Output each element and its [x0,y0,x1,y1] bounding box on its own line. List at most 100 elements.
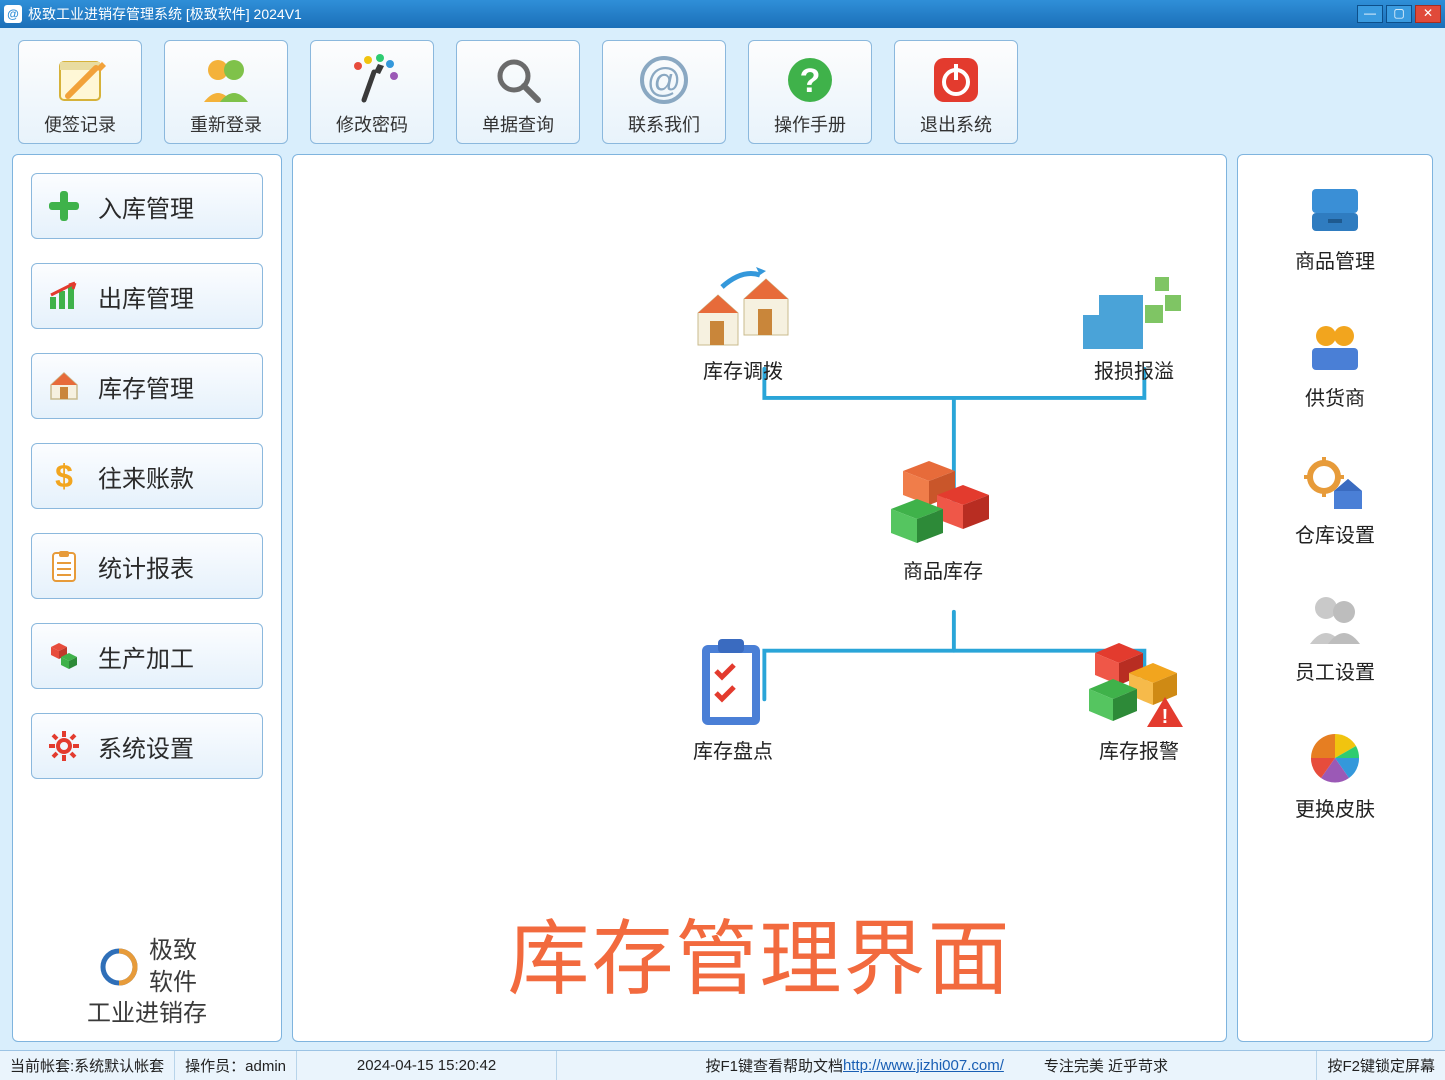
node-overflow[interactable]: 报损报溢 [1079,265,1189,384]
main-toolbar: 便签记录 重新登录 修改密码 单据查询 @ 联系我们 ? 操作手册 退出系统 [0,28,1445,154]
main-area: 入库管理 出库管理 库存管理 $ 往来账款 统计报表 生产加工 系统设置 [0,154,1445,1050]
brand-line2: 工业进销存 [31,998,263,1029]
toolbar-exit-label: 退出系统 [920,111,992,137]
toolbar-help[interactable]: ? 操作手册 [748,40,872,144]
toolbar-note-label: 便签记录 [44,111,116,137]
cubes-icon [46,638,82,674]
power-icon [928,49,984,111]
suppliers-icon [1304,316,1366,378]
toolbar-exit[interactable]: 退出系统 [894,40,1018,144]
nav-reports[interactable]: 统计报表 [31,533,263,599]
warehouse-icon [1304,453,1366,515]
svg-text:@: @ [647,62,682,100]
brand-line1a: 极致 [149,935,197,966]
contact-icon: @ [636,49,692,111]
quick-product[interactable]: 商品管理 [1295,179,1375,274]
relogin-icon [198,49,254,111]
quick-warehouse[interactable]: 仓库设置 [1295,453,1375,548]
toolbar-contact[interactable]: @ 联系我们 [602,40,726,144]
toolbar-note[interactable]: 便签记录 [18,40,142,144]
quick-warehouse-label: 仓库设置 [1295,519,1375,548]
status-help-link[interactable]: http://www.jizhi007.com/ [843,1057,1004,1074]
page-caption: 库存管理界面 [293,892,1226,1011]
houses-swap-icon [688,265,798,355]
toolbar-password-label: 修改密码 [336,111,408,137]
svg-text:$: $ [55,459,73,493]
toolbar-relogin-label: 重新登录 [190,111,262,137]
skin-icon [1304,727,1366,789]
brand-logo-icon [97,945,141,989]
nav-inventory-label: 库存管理 [98,369,194,404]
nav-settings[interactable]: 系统设置 [31,713,263,779]
quick-staff[interactable]: 员工设置 [1295,590,1375,685]
boxes-icon [883,465,1003,555]
center-panel: 库存调拨 报损报溢 商品库存 库存盘点 [292,154,1227,1042]
node-check[interactable]: 库存盘点 [688,645,778,764]
note-icon [52,49,108,111]
status-help-prefix: 按F1键查看帮助文档 [705,1055,843,1076]
node-overflow-label: 报损报溢 [1079,355,1189,384]
status-bar: 当前帐套:系统默认帐套 操作员：admin 2024-04-15 15:20:4… [0,1050,1445,1080]
boxes-alarm-icon: ! [1079,645,1199,735]
toolbar-relogin[interactable]: 重新登录 [164,40,288,144]
nav-outbound[interactable]: 出库管理 [31,263,263,329]
password-icon [344,49,400,111]
chart-up-icon [46,278,82,314]
staff-icon [1304,590,1366,652]
report-icon [46,548,82,584]
clipboard-check-icon [688,645,778,735]
status-datetime: 2024-04-15 15:20:42 [297,1051,557,1080]
node-transfer-label: 库存调拨 [688,355,798,384]
node-stock-label: 商品库存 [883,555,1003,584]
brand-line1b: 软件 [149,967,197,998]
svg-text:!: ! [1162,706,1169,728]
nav-settings-label: 系统设置 [98,729,194,764]
toolbar-password[interactable]: 修改密码 [310,40,434,144]
toolbar-search[interactable]: 单据查询 [456,40,580,144]
status-help: 按F1键查看帮助文档 http://www.jizhi007.com/ 专注完美… [557,1051,1317,1080]
quick-product-label: 商品管理 [1295,245,1375,274]
plus-green-icon [46,188,82,224]
status-slogan: 专注完美 近乎苛求 [1044,1055,1168,1076]
containers-icon [1079,265,1189,355]
left-nav-panel: 入库管理 出库管理 库存管理 $ 往来账款 统计报表 生产加工 系统设置 [12,154,282,1042]
status-lock: 按F2键锁定屏幕 [1317,1051,1445,1080]
window-title: 极致工业进销存管理系统 [极致软件] 2024V1 [28,4,1354,24]
brand-block: 极致 软件 工业进销存 [31,935,263,1029]
quick-staff-label: 员工设置 [1295,656,1375,685]
node-stock[interactable]: 商品库存 [883,465,1003,584]
search-icon [490,49,546,111]
node-alarm[interactable]: ! 库存报警 [1079,645,1199,764]
right-panel: 商品管理 供货商 仓库设置 员工设置 更换皮肤 [1237,154,1433,1042]
quick-supplier[interactable]: 供货商 [1304,316,1366,411]
node-transfer[interactable]: 库存调拨 [688,265,798,384]
inventory-diagram: 库存调拨 报损报溢 商品库存 库存盘点 [293,155,1226,1041]
titlebar: @ 极致工业进销存管理系统 [极致软件] 2024V1 — ▢ ✕ [0,0,1445,28]
quick-supplier-label: 供货商 [1305,382,1365,411]
svg-text:?: ? [800,62,821,100]
node-check-label: 库存盘点 [688,735,778,764]
nav-inbound-label: 入库管理 [98,189,194,224]
nav-production-label: 生产加工 [98,639,194,674]
node-alarm-label: 库存报警 [1079,735,1199,764]
help-icon: ? [782,49,838,111]
nav-inventory[interactable]: 库存管理 [31,353,263,419]
app-icon: @ [4,5,22,23]
minimize-button[interactable]: — [1357,5,1383,23]
toolbar-contact-label: 联系我们 [628,111,700,137]
close-button[interactable]: ✕ [1415,5,1441,23]
house-icon [46,368,82,404]
nav-accounts[interactable]: $ 往来账款 [31,443,263,509]
status-operator: 操作员：admin [175,1051,297,1080]
dollar-icon: $ [46,458,82,494]
toolbar-help-label: 操作手册 [774,111,846,137]
nav-reports-label: 统计报表 [98,549,194,584]
nav-production[interactable]: 生产加工 [31,623,263,689]
status-account: 当前帐套:系统默认帐套 [0,1051,175,1080]
gear-icon [46,728,82,764]
nav-outbound-label: 出库管理 [98,279,194,314]
nav-inbound[interactable]: 入库管理 [31,173,263,239]
maximize-button[interactable]: ▢ [1386,5,1412,23]
quick-skin-label: 更换皮肤 [1295,793,1375,822]
quick-skin[interactable]: 更换皮肤 [1295,727,1375,822]
